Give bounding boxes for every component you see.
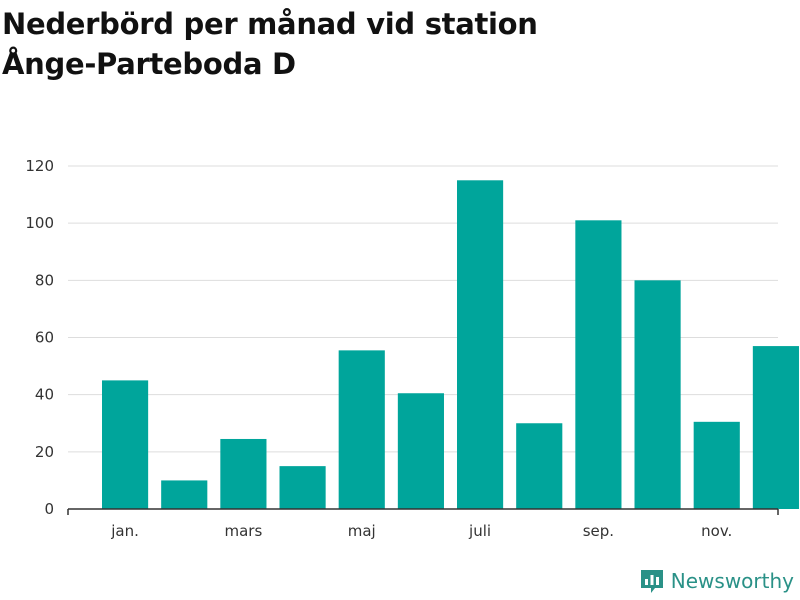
bar-feb xyxy=(161,480,208,509)
bar-nov xyxy=(693,421,740,509)
bar-okt xyxy=(634,280,681,509)
bar-sep xyxy=(575,220,622,509)
x-tick-label: juli xyxy=(468,522,491,540)
brand-name: Newsworthy xyxy=(670,569,794,593)
x-tick-label: maj xyxy=(348,522,376,540)
bar-jan xyxy=(102,380,149,510)
bar-maj xyxy=(338,350,385,509)
chart-title: Nederbörd per månad vid station Ånge-Par… xyxy=(2,4,702,84)
brand-logo: Newsworthy xyxy=(639,568,794,594)
y-tick-label: 60 xyxy=(35,329,54,347)
y-tick-label: 0 xyxy=(44,500,54,518)
chart-title-line-2: Ånge-Parteboda D xyxy=(2,47,296,81)
x-tick-label: mars xyxy=(225,522,263,540)
bar-juni xyxy=(397,393,444,509)
x-axis xyxy=(67,508,779,515)
chart-title-line-1: Nederbörd per månad vid station xyxy=(2,7,538,41)
x-tick-label: sep. xyxy=(583,522,614,540)
bar-aug xyxy=(516,423,563,509)
y-axis-labels: 0 20 40 60 80 100 120 xyxy=(25,157,54,518)
y-tick-label: 120 xyxy=(25,157,54,175)
y-tick-label: 40 xyxy=(35,386,54,404)
y-tick-label: 100 xyxy=(25,214,54,232)
newsworthy-logo-icon xyxy=(640,570,663,593)
x-tick-label: nov. xyxy=(701,522,732,540)
y-tick-label: 20 xyxy=(35,443,54,461)
y-tick-label: 80 xyxy=(35,271,54,289)
bar-mars xyxy=(220,438,267,509)
bars xyxy=(102,180,799,510)
bar-dec xyxy=(752,346,799,509)
bar-juli xyxy=(457,180,504,510)
x-tick-label: jan. xyxy=(110,522,139,540)
bar-apr xyxy=(279,466,326,510)
x-axis-labels: jan. mars maj juli sep. nov. xyxy=(110,522,732,540)
